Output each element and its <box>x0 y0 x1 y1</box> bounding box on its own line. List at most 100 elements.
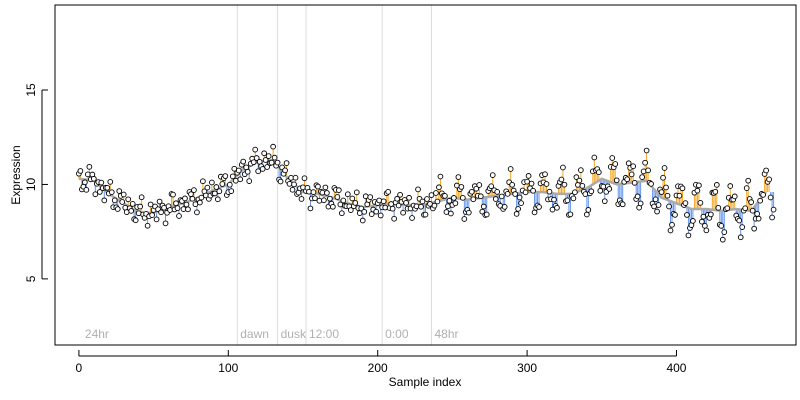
data-point <box>380 198 387 205</box>
data-point <box>158 209 164 216</box>
data-point <box>612 161 619 167</box>
data-point <box>512 191 518 197</box>
data-point <box>719 236 726 243</box>
data-point <box>459 194 466 201</box>
data-point <box>609 155 616 161</box>
data-point <box>391 215 397 222</box>
data-point <box>737 234 744 241</box>
data-point <box>473 185 480 192</box>
data-point <box>116 188 123 194</box>
data-point <box>757 197 763 204</box>
data-point <box>385 189 392 195</box>
data-point <box>144 222 151 229</box>
data-point <box>174 205 181 211</box>
data-point <box>271 154 278 161</box>
data-point <box>310 189 317 195</box>
x-tick-label: 200 <box>368 361 388 375</box>
data-point <box>658 189 665 195</box>
data-point <box>395 202 402 209</box>
data-point <box>147 201 154 208</box>
data-point <box>274 159 281 166</box>
data-point <box>336 187 342 194</box>
data-point <box>715 204 722 211</box>
data-point <box>707 211 714 218</box>
data-point <box>451 195 457 201</box>
data-point <box>431 202 438 209</box>
data-point <box>513 211 520 217</box>
data-point <box>86 163 93 170</box>
data-point <box>376 197 383 204</box>
data-point <box>507 166 514 172</box>
data-point <box>344 191 351 198</box>
data-point <box>583 211 590 218</box>
data-point <box>338 210 345 217</box>
data-point <box>530 187 536 194</box>
y-tick-label: 15 <box>24 83 38 97</box>
data-point <box>156 198 163 205</box>
data-point <box>219 181 226 187</box>
x-tick-label: 400 <box>666 361 686 375</box>
data-point <box>470 196 477 203</box>
data-point <box>253 155 260 161</box>
data-point <box>347 207 354 213</box>
data-point <box>509 181 515 188</box>
y-tick-label: 10 <box>24 177 38 191</box>
data-point <box>428 192 435 198</box>
data-point <box>613 177 620 184</box>
data-point <box>458 184 465 190</box>
data-point <box>262 157 269 163</box>
data-point <box>114 206 121 212</box>
data-point <box>424 196 430 202</box>
data-point <box>111 197 118 204</box>
data-point <box>766 176 772 183</box>
data-point <box>270 143 276 150</box>
data-point <box>588 188 595 195</box>
data-point <box>397 191 403 198</box>
data-point <box>754 211 761 217</box>
data-point <box>194 209 200 216</box>
data-point <box>468 188 475 195</box>
data-point <box>654 208 660 215</box>
data-point <box>690 218 696 224</box>
data-point <box>643 147 650 154</box>
data-point <box>543 181 550 187</box>
data-point <box>197 199 203 206</box>
data-point <box>628 171 635 178</box>
data-point <box>515 206 521 212</box>
data-point <box>492 196 499 202</box>
data-point <box>298 196 305 202</box>
data-point <box>601 198 608 205</box>
data-point <box>289 186 296 193</box>
data-point <box>352 200 359 206</box>
annotation-label: 24hr <box>85 327 109 341</box>
data-point <box>619 201 626 208</box>
data-point <box>394 195 400 202</box>
data-point <box>400 209 406 216</box>
data-point <box>226 181 233 188</box>
data-point <box>606 186 613 192</box>
data-point <box>422 211 429 218</box>
data-point <box>595 169 602 176</box>
data-point <box>755 215 762 222</box>
data-point <box>368 211 375 217</box>
data-point <box>446 197 453 204</box>
data-point <box>712 188 719 195</box>
data-point <box>334 194 341 200</box>
data-point <box>572 189 578 196</box>
data-point <box>461 216 468 222</box>
data-point <box>96 189 103 195</box>
y-axis: 5 10 15 <box>24 83 48 282</box>
data-point <box>579 182 586 189</box>
data-point <box>120 191 127 198</box>
data-point <box>189 195 196 202</box>
data-point <box>324 190 330 196</box>
annotation-lines <box>236 5 432 345</box>
data-point <box>770 206 777 213</box>
data-point <box>721 229 728 235</box>
data-point <box>767 194 774 201</box>
data-point <box>292 174 299 181</box>
data-point <box>551 196 557 203</box>
data-point <box>198 194 205 201</box>
x-axis-label: Sample index <box>389 375 462 389</box>
data-point <box>104 184 111 191</box>
